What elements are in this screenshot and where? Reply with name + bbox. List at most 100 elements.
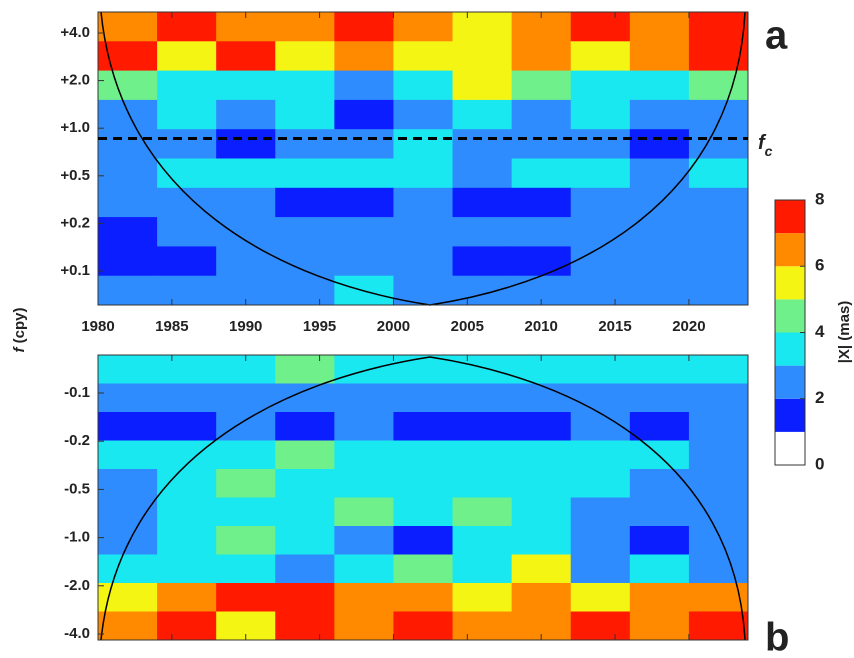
heatmap-cell <box>630 355 690 384</box>
heatmap-cell <box>98 583 158 612</box>
heatmap-cell <box>630 276 690 306</box>
heatmap-cell <box>630 129 690 159</box>
heatmap-cell <box>334 129 394 159</box>
heatmap-cells <box>98 12 749 641</box>
heatmap-cell <box>334 384 394 413</box>
heatmap-cell <box>630 469 690 498</box>
heatmap-cell <box>98 412 158 441</box>
colorbar-label: |X| (mas) <box>836 301 853 364</box>
heatmap-cell <box>453 159 513 189</box>
heatmap-cell <box>98 188 158 218</box>
heatmap-cell <box>98 498 158 527</box>
heatmap-cell <box>157 384 217 413</box>
heatmap-cell <box>453 41 513 71</box>
heatmap-cell <box>571 159 631 189</box>
heatmap-cell <box>453 555 513 584</box>
heatmap-cell <box>393 526 453 555</box>
heatmap-cell <box>453 217 513 247</box>
heatmap-cell <box>512 441 572 470</box>
heatmap-cell <box>393 276 453 306</box>
heatmap-cell <box>393 159 453 189</box>
heatmap-cell <box>512 188 572 218</box>
heatmap-cell <box>630 441 690 470</box>
heatmap-cell <box>630 498 690 527</box>
y-tick-label: +0.1 <box>60 262 90 279</box>
y-tick-label: -0.2 <box>64 432 90 449</box>
heatmap-cell <box>216 159 276 189</box>
heatmap-cell <box>157 12 217 42</box>
heatmap-cell <box>275 188 335 218</box>
heatmap-cell <box>393 71 453 101</box>
heatmap-cell <box>689 217 749 247</box>
heatmap-cell <box>571 217 631 247</box>
heatmap-cell <box>571 441 631 470</box>
heatmap-cell <box>334 412 394 441</box>
heatmap-cell <box>512 129 572 159</box>
heatmap-cell <box>334 583 394 612</box>
heatmap-cell <box>157 217 217 247</box>
x-tick-label: 1980 <box>81 318 114 335</box>
heatmap-cell <box>512 217 572 247</box>
heatmap-cell <box>216 441 276 470</box>
heatmap-cell <box>334 100 394 130</box>
heatmap-cell <box>689 100 749 130</box>
heatmap-cell <box>393 217 453 247</box>
heatmap-cell <box>334 41 394 71</box>
heatmap-cell <box>275 412 335 441</box>
heatmap-cell <box>98 469 158 498</box>
heatmap-cell <box>453 441 513 470</box>
heatmap-cell <box>98 276 158 306</box>
x-tick-label: 2015 <box>598 318 631 335</box>
heatmap-cell <box>393 384 453 413</box>
heatmap-cell <box>689 469 749 498</box>
colorbar-swatch <box>775 366 805 399</box>
heatmap-cell <box>157 583 217 612</box>
heatmap-cell <box>216 41 276 71</box>
colorbar-tick-label: 8 <box>815 189 824 208</box>
heatmap-cell <box>630 412 690 441</box>
heatmap-cell <box>216 412 276 441</box>
y-tick-label: -0.1 <box>64 384 90 401</box>
colorbar-swatch <box>775 266 805 299</box>
heatmap-cell <box>98 246 158 276</box>
heatmap-cell <box>512 526 572 555</box>
heatmap-cell <box>571 129 631 159</box>
heatmap-cell <box>157 129 217 159</box>
colorbar-swatch <box>775 432 805 465</box>
heatmap-cell <box>334 246 394 276</box>
heatmap-cell <box>689 612 749 641</box>
heatmap-cell <box>453 412 513 441</box>
colorbar-swatch <box>775 333 805 366</box>
heatmap-cell <box>571 100 631 130</box>
heatmap-cell <box>157 612 217 641</box>
fc-label: fc <box>758 132 773 158</box>
heatmap-cell <box>216 217 276 247</box>
heatmap-cell <box>334 441 394 470</box>
y-tick-label: +1.0 <box>60 119 90 136</box>
heatmap-cell <box>393 583 453 612</box>
y-label-italic: f <box>11 346 28 353</box>
heatmap-cell <box>334 498 394 527</box>
heatmap-cell <box>216 100 276 130</box>
heatmap-cell <box>334 188 394 218</box>
heatmap-cell <box>275 498 335 527</box>
x-tick-label: 2020 <box>672 318 705 335</box>
heatmap-cell <box>98 355 158 384</box>
x-tick-label: 1990 <box>229 318 262 335</box>
heatmap-cell <box>275 441 335 470</box>
heatmap-cell <box>630 12 690 42</box>
heatmap-cell <box>453 12 513 42</box>
heatmap-cell <box>98 217 158 247</box>
heatmap-cell <box>275 276 335 306</box>
heatmap-cell <box>630 41 690 71</box>
heatmap-cell <box>334 612 394 641</box>
heatmap-cell <box>512 583 572 612</box>
heatmap-cell <box>630 612 690 641</box>
heatmap-cell <box>630 526 690 555</box>
heatmap-cell <box>334 469 394 498</box>
heatmap-cell <box>630 71 690 101</box>
heatmap-cell <box>571 469 631 498</box>
heatmap-cell <box>393 412 453 441</box>
heatmap-cell <box>571 612 631 641</box>
heatmap-cell <box>571 71 631 101</box>
